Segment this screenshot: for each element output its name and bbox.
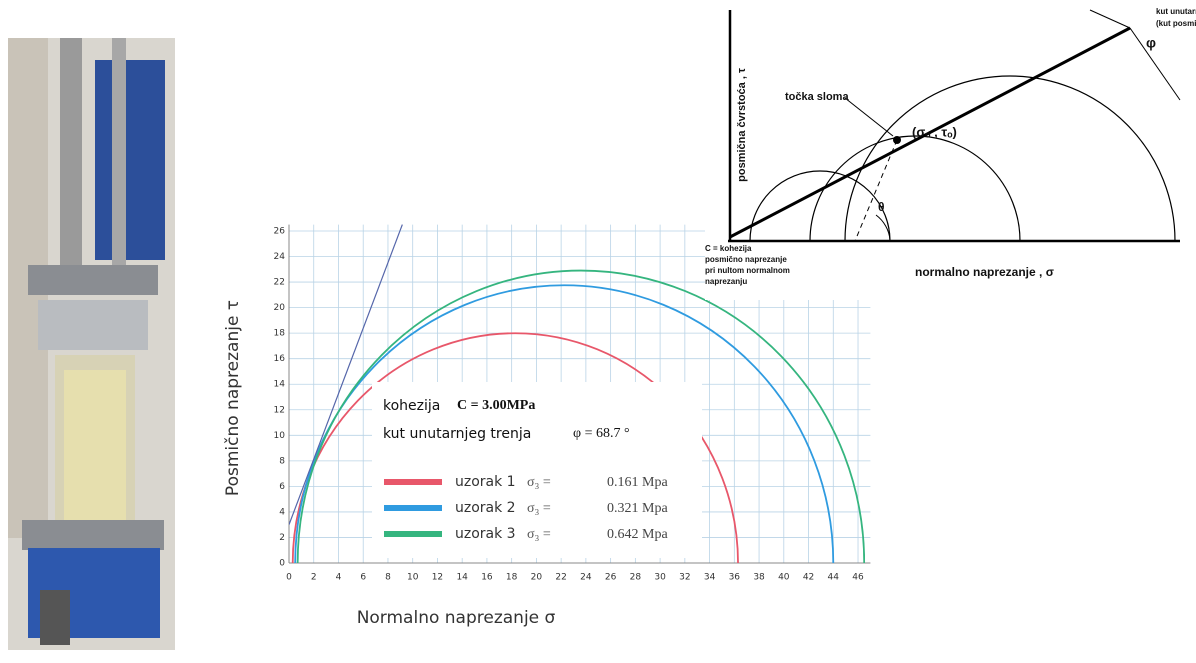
y-tick-label: 24 (274, 252, 286, 262)
x-tick-label: 8 (385, 573, 391, 583)
x-tick-label: 6 (360, 573, 366, 583)
x-tick-label: 34 (704, 573, 716, 583)
sigma-value: 0.321 Mpa (607, 501, 668, 516)
x-tick-label: 20 (531, 573, 543, 583)
y-tick-label: 6 (279, 482, 285, 492)
sigma-label: σ₃ = (527, 501, 551, 516)
y-tick-label: 0 (279, 559, 285, 569)
x-tick-label: 36 (729, 573, 741, 583)
x-tick-label: 42 (803, 573, 814, 583)
friction-label: φ = 68.7 ° (573, 426, 630, 441)
cohesion-name: kohezija (383, 398, 440, 414)
x-tick-label: 46 (852, 573, 864, 583)
y-tick-label: 4 (279, 507, 285, 517)
y-tick-label: 8 (279, 456, 285, 466)
mohr-circle (296, 269, 865, 563)
cohesion-note-3: pri nultom normalnom (705, 266, 790, 275)
sigma-value: 0.642 Mpa (607, 527, 668, 542)
legend-label: uzorak 1 (455, 474, 516, 490)
x-tick-label: 4 (336, 573, 342, 583)
sigma-label: σ₃ = (527, 475, 551, 490)
phi-symbol: φ (1146, 35, 1156, 51)
x-tick-label: 16 (481, 573, 493, 583)
cohesion-label: C = 3.00MPa (457, 398, 535, 413)
x-tick-label: 24 (580, 573, 592, 583)
y-tick-label: 22 (274, 278, 285, 288)
diagram-x-axis: normalno naprezanje , σ (915, 265, 1054, 279)
y-axis-title: Posmično naprezanje τ (223, 300, 243, 496)
plot-area (289, 224, 865, 563)
cohesion-note-2: posmično naprezanje (705, 255, 787, 264)
diagram-y-axis: posmična čvrstoća , τ (736, 68, 748, 182)
legend-swatch (384, 531, 442, 537)
x-tick-label: 2 (311, 573, 317, 583)
y-tick-label: 14 (274, 380, 286, 390)
x-tick-label: 0 (286, 573, 292, 583)
x-tick-label: 10 (407, 573, 419, 583)
point-label: (σₒ , τₒ) (912, 124, 957, 139)
friction-name: kut unutarnjeg trenja (383, 426, 531, 442)
y-tick-label: 10 (274, 431, 286, 441)
legend-label: uzorak 2 (455, 500, 516, 516)
angle-name-1: kut unutarnjeg trenja (1156, 7, 1196, 16)
y-tick-label: 26 (274, 226, 286, 236)
x-tick-label: 18 (506, 573, 518, 583)
cohesion-note-1: C = kohezija (705, 244, 752, 253)
info-box (372, 382, 702, 558)
x-tick-label: 14 (456, 573, 468, 583)
y-tick-label: 16 (274, 354, 286, 364)
mohr-diagram (705, 0, 1195, 300)
x-tick-label: 40 (778, 573, 790, 583)
x-tick-label: 26 (605, 573, 617, 583)
x-tick-label: 22 (555, 573, 566, 583)
sigma-value: 0.161 Mpa (607, 475, 668, 490)
x-tick-label: 44 (828, 573, 840, 583)
failure-point-label: točka sloma (785, 91, 849, 103)
y-tick-label: 20 (274, 303, 286, 313)
legend-swatch (384, 479, 442, 485)
y-tick-label: 18 (274, 329, 286, 339)
apparatus-photo (8, 38, 175, 650)
x-tick-label: 30 (654, 573, 666, 583)
x-tick-label: 32 (679, 573, 690, 583)
x-axis-title: Normalno naprezanje σ (357, 608, 556, 628)
x-tick-label: 28 (630, 573, 642, 583)
angle-name-2: (kut posmičnog otpora) (1156, 19, 1196, 28)
y-tick-label: 2 (279, 533, 285, 543)
theta-symbol: θ (878, 200, 885, 214)
mohr-circle (291, 332, 739, 563)
legend-label: uzorak 3 (455, 526, 516, 542)
sigma-label: σ₃ = (527, 527, 551, 542)
legend: uzorak 1 σ₃ = 0.161 Mpa uzorak 2 σ₃ = 0.321 M… (384, 474, 668, 542)
x-tick-label: 38 (753, 573, 765, 583)
y-tick-label: 12 (274, 405, 285, 415)
failure-envelope (289, 224, 403, 525)
legend-swatch (384, 505, 442, 511)
cohesion-note-4: naprezanju (705, 277, 747, 286)
x-tick-label: 12 (432, 573, 443, 583)
